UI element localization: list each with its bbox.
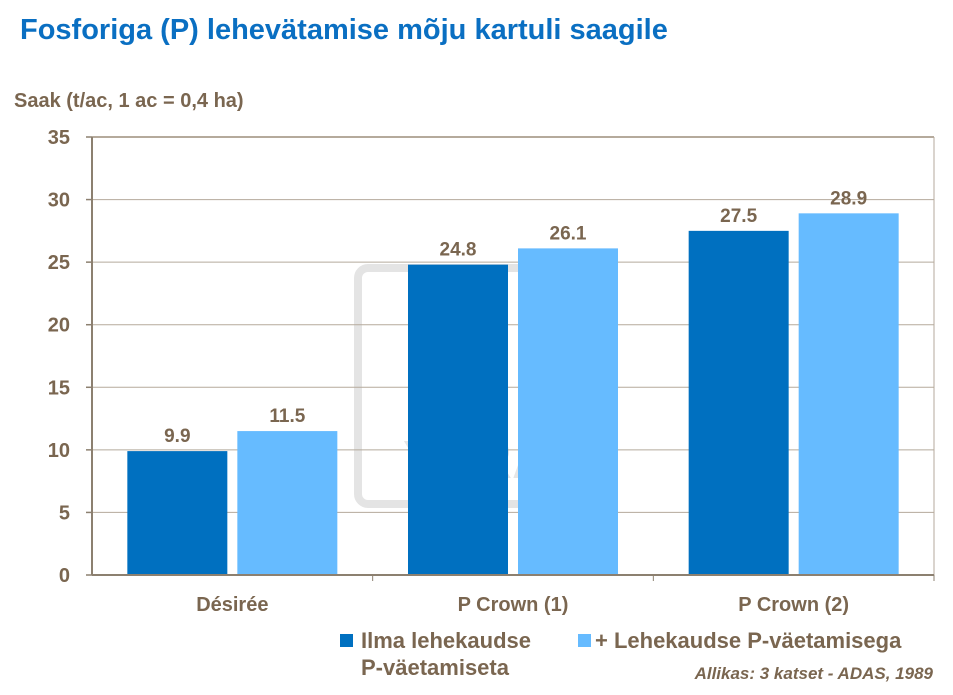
data-label: 28.9 (830, 188, 867, 209)
y-axis-label: Saak (t/ac, 1 ac = 0,4 ha) (14, 90, 244, 112)
bar (237, 431, 338, 575)
y-tick-label: 0 (59, 565, 70, 587)
y-tick-label: 25 (48, 252, 70, 274)
bar (127, 451, 228, 575)
chart-title: Fosforiga (P) lehevätamise mõju kartuli … (20, 14, 668, 46)
legend-item-with-p: + Lehekaudse P-väetamisega (578, 627, 901, 654)
y-tick-label: 10 (48, 440, 70, 462)
y-tick-label: 15 (48, 377, 70, 399)
legend-label: Ilma lehekaudse (361, 628, 531, 653)
x-tick-label: P Crown (2) (738, 594, 849, 616)
data-label: 11.5 (269, 406, 305, 427)
bar (408, 264, 508, 575)
legend-swatch-dark (340, 634, 353, 647)
bar (688, 230, 789, 575)
data-label: 27.5 (720, 206, 757, 227)
source-note: Allikas: 3 katset - ADAS, 1989 (694, 664, 933, 683)
y-tick-label: 5 (59, 502, 70, 524)
bar (518, 248, 618, 575)
data-label: 24.8 (440, 240, 477, 261)
x-tick-label: Désirée (196, 594, 268, 616)
legend-item-no-p: Ilma lehekaudse P-väetamiseta (340, 627, 531, 681)
legend-label: + Lehekaudse P-väetamisega (595, 628, 902, 653)
bar (798, 213, 899, 575)
y-tick-label: 30 (48, 190, 70, 212)
data-label: 9.9 (164, 426, 190, 447)
y-tick-label: 35 (48, 127, 70, 149)
legend-label-line2: P-väetamiseta (361, 655, 509, 680)
y-tick-label: 20 (48, 315, 70, 337)
data-label: 26.1 (550, 223, 587, 244)
x-tick-label: P Crown (1) (458, 594, 569, 616)
legend-swatch-light (578, 634, 591, 647)
